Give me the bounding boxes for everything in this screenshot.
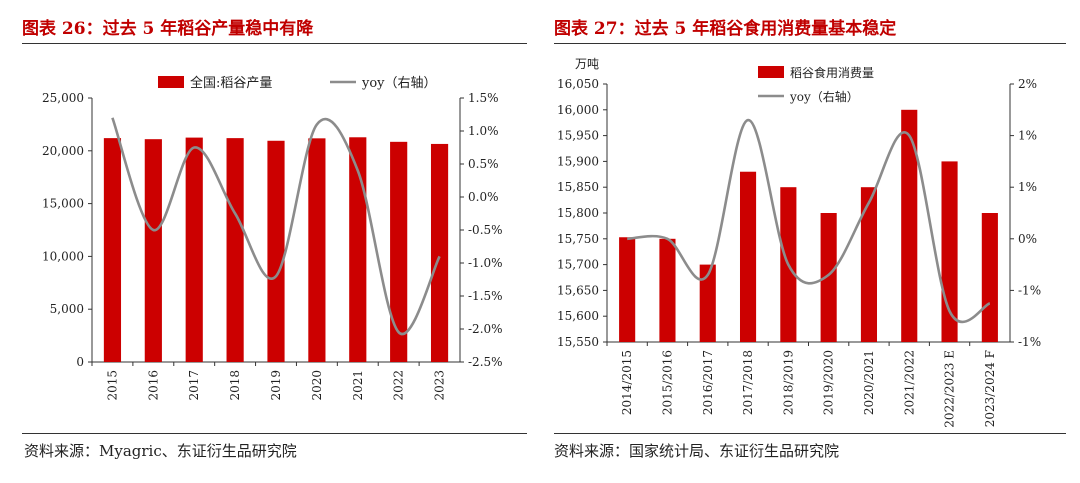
y-tick-label: 15,950 <box>557 129 599 143</box>
x-tick-label: 2018 <box>228 370 242 401</box>
y-tick-label: 15,850 <box>557 180 599 194</box>
consumption-chart: 万吨 15,550 15,600 15,650 15,700 15,750 15,800 15… <box>557 57 1041 428</box>
source-divider <box>554 433 1066 434</box>
title-divider <box>554 43 1066 44</box>
y-tick-label: 25,000 <box>42 91 84 105</box>
y-tick-label: 15,600 <box>557 309 599 323</box>
bar <box>144 139 162 362</box>
y-tick-label: 15,550 <box>557 335 599 349</box>
y-axis-unit: 万吨 <box>575 57 599 71</box>
bar <box>981 213 998 342</box>
y2-tick-label: 0.5% <box>468 157 499 171</box>
bar <box>226 138 244 362</box>
y2-tick-label: -1.0% <box>468 256 503 270</box>
x-tick-label: 2014/2015 <box>620 350 634 415</box>
y-tick-label: 16,050 <box>557 77 599 91</box>
y-tick-label: 15,650 <box>557 283 599 297</box>
yoy-line <box>627 118 991 324</box>
production-chart: 0 5,000 10,000 15,000 20,000 25,000 -2.5% -2.0%… <box>42 75 503 401</box>
x-tick-label: 2017 <box>187 370 201 401</box>
bar <box>308 138 326 362</box>
legend-bar-swatch <box>158 76 184 88</box>
y2-tick-label: -0.5% <box>468 223 503 237</box>
y2-tick-label: 1% <box>1018 129 1037 143</box>
bar <box>820 213 837 342</box>
chart-panel-right: 图表 27：过去 5 年稻谷食用消费量基本稳定 万吨 15,550 15,600 15… <box>540 0 1080 483</box>
bar <box>103 138 122 362</box>
y-tick-label: 15,000 <box>42 197 84 211</box>
bar <box>860 187 878 342</box>
x-tick-label: 2019/2020 <box>822 350 836 415</box>
bar <box>901 109 918 342</box>
bar <box>941 161 958 342</box>
y-tick-label: 15,750 <box>557 232 599 246</box>
legend-bar-label: 稻谷食用消费量 <box>790 65 874 80</box>
x-tick-label: 2023/2024 F <box>983 350 997 427</box>
bar <box>267 140 285 362</box>
y-tick-label: 15,900 <box>557 154 599 168</box>
x-tick-label: 2021 <box>351 370 365 401</box>
y2-tick-label: 1.0% <box>468 124 499 138</box>
y2-tick-label: -2.5% <box>468 355 503 369</box>
bar <box>390 141 408 362</box>
bar <box>430 143 449 362</box>
source-note: 资料来源：国家统计局、东证衍生品研究院 <box>554 442 840 460</box>
y2-tick-label: 0.0% <box>468 190 499 204</box>
x-tick-label: 2018/2019 <box>781 350 795 415</box>
bar <box>619 237 636 342</box>
y2-tick-label: 1% <box>1018 180 1037 194</box>
x-tick-label: 2015 <box>105 370 119 401</box>
y-tick-label: 15,800 <box>557 206 599 220</box>
x-tick-label: 2023 <box>433 370 447 401</box>
bar <box>659 238 676 342</box>
y2-tick-label: 2% <box>1018 77 1037 91</box>
chart-title: 图表 27：过去 5 年稻谷食用消费量基本稳定 <box>554 19 897 39</box>
x-tick-label: 2015/2016 <box>660 350 674 415</box>
y-tick-label: 16,000 <box>557 103 599 117</box>
x-tick-label: 2019 <box>269 370 283 401</box>
y2-tick-label: 0% <box>1018 232 1037 246</box>
source-divider <box>22 433 527 434</box>
y-tick-label: 5,000 <box>50 302 84 316</box>
x-tick-label: 2022/2023 E <box>943 350 957 428</box>
legend-bar-label: 全国:稻谷产量 <box>190 75 272 91</box>
yoy-line <box>111 117 441 336</box>
source-note: 资料来源：Myagric、东证衍生品研究院 <box>24 442 297 460</box>
bar <box>699 264 716 342</box>
chart-title: 图表 26：过去 5 年稻谷产量稳中有降 <box>22 19 314 39</box>
y-tick-label: 10,000 <box>42 249 84 263</box>
bar <box>185 137 203 362</box>
y2-tick-label: -1.5% <box>468 289 503 303</box>
y2-tick-label: -1% <box>1018 283 1041 297</box>
x-tick-label: 2016 <box>146 370 160 401</box>
y-tick-label: 20,000 <box>42 144 84 158</box>
x-tick-label: 2021/2022 <box>902 350 916 415</box>
x-tick-label: 2020 <box>310 370 324 401</box>
bar <box>739 171 757 342</box>
legend-line-label: yoy（右轴） <box>361 76 437 91</box>
chart-panel-left: 图表 26：过去 5 年稻谷产量稳中有降 0 5,000 10,000 15,000 2… <box>0 0 530 483</box>
title-divider <box>22 43 527 44</box>
x-tick-label: 2016/2017 <box>701 350 715 415</box>
y-tick-label: 15,700 <box>557 258 599 272</box>
y-tick-label: 0 <box>76 355 84 369</box>
y2-tick-label: -1% <box>1018 335 1041 349</box>
y2-tick-label: 1.5% <box>468 91 499 105</box>
legend-line-label: yoy（右轴） <box>789 89 859 104</box>
y2-tick-label: -2.0% <box>468 322 503 336</box>
x-tick-label: 2020/2021 <box>862 350 876 415</box>
bar <box>349 137 367 362</box>
x-tick-label: 2017/2018 <box>741 350 755 415</box>
legend-bar-swatch <box>758 66 784 78</box>
x-tick-label: 2022 <box>392 370 406 401</box>
